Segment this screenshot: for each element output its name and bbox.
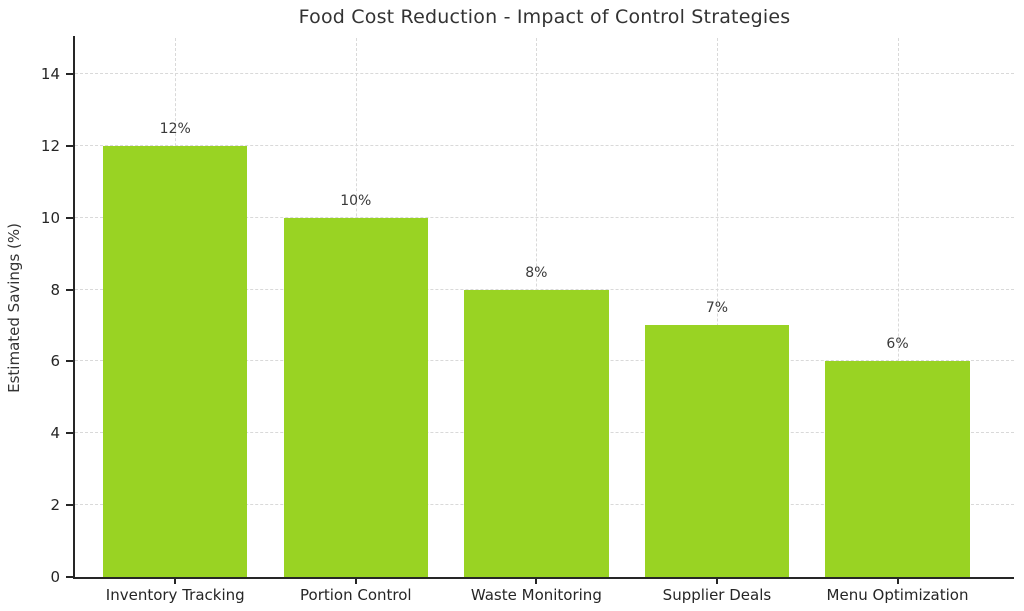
y-tick-mark [66, 144, 74, 147]
y-tick-label: 8 [50, 280, 60, 299]
v-gridline [897, 38, 899, 577]
x-axis-line [73, 577, 1014, 579]
bar-value-label: 8% [525, 264, 548, 281]
y-tick-mark [66, 432, 74, 435]
x-tick-mark [535, 577, 538, 584]
bar-value-label: 10% [340, 192, 372, 209]
y-tick-label: 6 [50, 352, 60, 371]
x-tick-mark [715, 577, 718, 584]
y-tick-mark [66, 360, 74, 363]
y-tick-mark [66, 72, 74, 75]
y-tick-mark [66, 504, 74, 507]
y-tick-label: 10 [40, 208, 60, 227]
x-tick-mark [354, 577, 357, 584]
x-tick-label: Supplier Deals [662, 586, 772, 604]
h-gridline [75, 72, 1014, 74]
bar-value-label: 6% [886, 336, 909, 353]
bar [283, 217, 429, 577]
h-gridline [75, 288, 1014, 290]
y-tick-mark [66, 576, 74, 578]
bar [464, 289, 609, 577]
x-tick-label: Inventory Tracking [105, 586, 245, 604]
chart-title: Food Cost Reduction - Impact of Control … [298, 6, 791, 28]
bar [644, 325, 790, 577]
x-tick-label: Portion Control [300, 586, 412, 604]
plot-area: 12% 10% 8% 7% 6% [75, 38, 1014, 577]
y-axis-line [73, 36, 75, 579]
bar [825, 361, 970, 577]
bar-value-label: 12% [159, 120, 191, 137]
y-tick-label: 0 [50, 568, 60, 586]
y-tick-label: 4 [50, 424, 60, 443]
y-tick-label: 12 [40, 136, 60, 155]
y-tick-mark [66, 216, 74, 219]
bar [102, 145, 248, 577]
x-tick-label: Menu Optimization [826, 586, 969, 604]
x-tick-mark [896, 577, 899, 584]
y-tick-label: 14 [40, 64, 60, 83]
h-gridline [75, 216, 1014, 218]
v-gridline [716, 38, 718, 577]
bar-value-label: 7% [705, 300, 729, 317]
h-gridline [75, 144, 1014, 146]
x-tick-label: Waste Monitoring [470, 586, 602, 604]
y-tick-label: 2 [50, 496, 60, 515]
y-tick-mark [66, 288, 74, 291]
x-tick-mark [174, 577, 177, 584]
